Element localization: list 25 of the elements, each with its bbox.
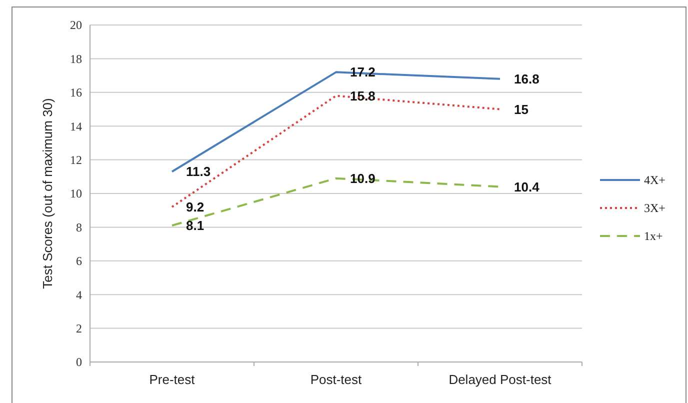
data-label: 16.8 [514,71,540,86]
legend-label: 3X+ [644,201,666,216]
data-label: 8.1 [186,218,204,234]
y-tick-label: 4 [76,288,82,302]
x-tick-label: Pre-test [149,372,196,387]
data-label: 15.8 [350,88,376,104]
y-tick-label: 20 [70,18,82,32]
legend-label: 1x+ [644,229,663,244]
y-tick-label: 10 [70,186,82,201]
data-label: 10.4 [514,179,540,194]
data-label: 11.3 [186,164,211,180]
y-tick-label: 6 [76,254,82,268]
y-tick-label: 18 [70,52,82,66]
y-tick-label: 2 [76,322,82,336]
y-tick-label: 16 [70,86,82,100]
y-tick-label: 12 [70,153,82,167]
data-label: 15 [514,102,528,117]
data-label: 9.2 [186,200,204,215]
x-tick-label: Post-test [310,372,362,387]
y-tick-label: 8 [76,220,82,234]
y-tick-label: 0 [76,355,82,370]
y-tick-label: 14 [70,119,82,134]
y-axis-title: Test Scores (out of maximum 30) [40,98,55,289]
legend-label: 4X+ [644,173,666,188]
x-tick-label: Delayed Post-test [448,372,552,387]
